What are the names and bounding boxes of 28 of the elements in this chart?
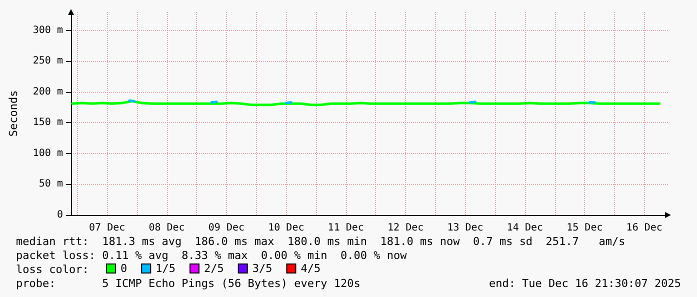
legend-label: 1/5 xyxy=(156,262,176,275)
text: packet loss: 0.11 % avg 8.33 % max 0.00 % min 0.00 % now xyxy=(16,249,408,262)
x-tick-label: 13 Dec xyxy=(447,222,484,234)
text: probe: 5 ICMP Echo Pings (56 Bytes) every 120s xyxy=(16,277,360,290)
legend-label: 2/5 xyxy=(204,262,224,275)
y-tick-label: 200 m xyxy=(32,86,63,98)
x-tick-label: 12 Dec xyxy=(388,222,424,234)
y-tick-label: 250 m xyxy=(32,56,63,67)
legend-label: 0 xyxy=(120,262,128,275)
legend-label: 4/5 xyxy=(300,262,321,275)
legend-title: loss color: xyxy=(16,263,89,276)
x-tick-label: 14 Dec xyxy=(506,222,544,234)
x-tick-label: 15 Dec xyxy=(566,222,603,234)
text: median rtt: 181.3 ms avg 186.0 ms max 180.0 ms min 181.0 ms now 0.7 ms sd 251.7 am/s xyxy=(16,235,626,248)
x-tick-label: 10 Dec xyxy=(268,222,304,234)
x-tick-label: 07 Dec xyxy=(89,222,126,234)
x-tick-label: 08 Dec xyxy=(148,222,185,234)
y-tick-label: 0 xyxy=(56,210,63,220)
x-tick-label: 09 Dec xyxy=(208,222,245,234)
y-tick-label: 100 m xyxy=(32,148,63,159)
x-tick-label: 16 Dec xyxy=(626,222,662,234)
y-tick-label: 150 m xyxy=(32,117,63,128)
y-tick-label: 300 m xyxy=(32,24,63,36)
y-tick-label: 50 m xyxy=(38,178,63,190)
y-axis-title: Seconds xyxy=(7,90,20,137)
legend-label: 3/5 xyxy=(252,262,272,275)
x-tick-label: 11 Dec xyxy=(328,222,364,234)
text: end: Tue Dec 16 21:30:07 2025 xyxy=(488,277,682,290)
